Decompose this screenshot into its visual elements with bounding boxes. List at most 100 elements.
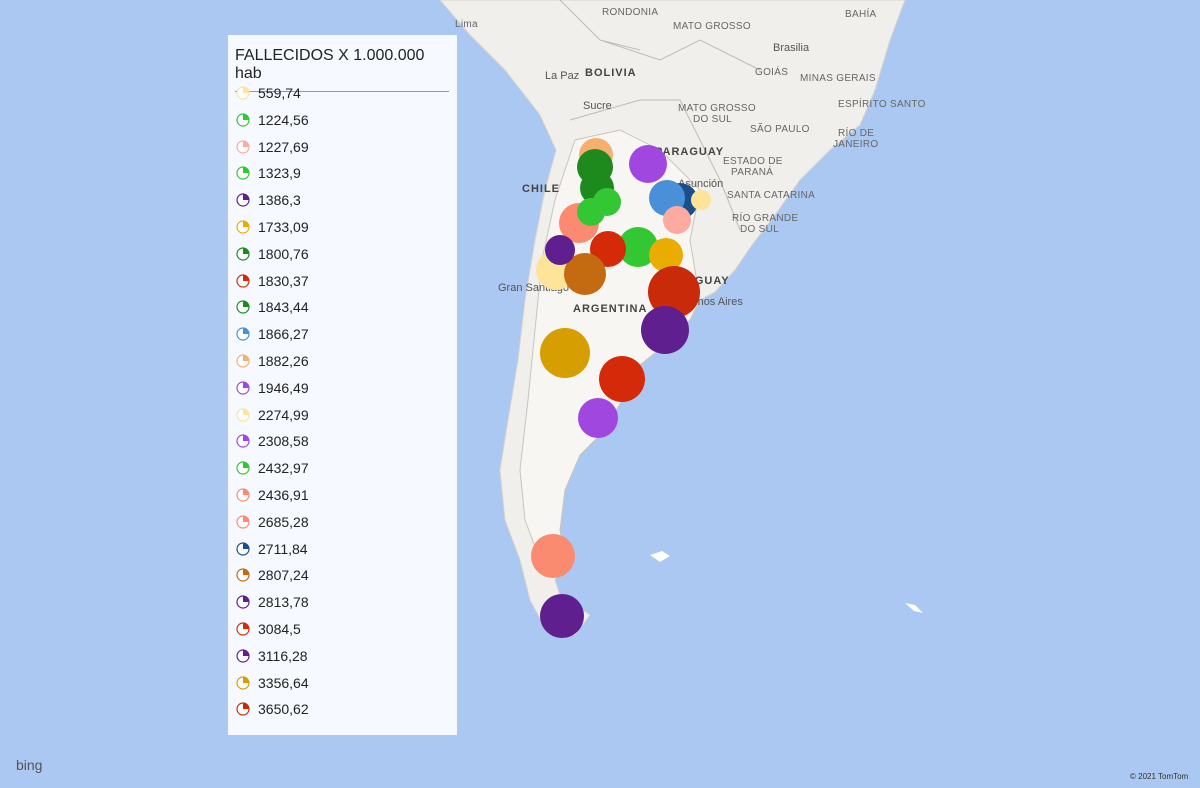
legend-label: 1386,3: [258, 192, 301, 209]
legend-label: 2711,84: [258, 540, 308, 557]
map-label: ESPÍRITO SANTO: [838, 97, 926, 110]
bubble: [540, 594, 584, 638]
map-label: MATO GROSSO: [678, 103, 756, 114]
bubble: [641, 306, 689, 354]
legend-label: 1224,56: [258, 111, 309, 128]
legend-item: 1946,49: [236, 378, 309, 398]
legend-icon: [236, 193, 250, 207]
border: [559, 0, 761, 231]
legend-item: 3650,62: [236, 699, 309, 719]
legend-item: 1323,9: [236, 163, 301, 183]
legend-label: 1882,26: [258, 353, 309, 369]
bubble: [618, 227, 658, 267]
legend-item: 1386,3: [236, 190, 301, 210]
legend-icon: [236, 139, 250, 154]
legend-icon: [236, 220, 250, 234]
legend-icon: [236, 595, 250, 609]
legend-item: 1866,27: [236, 324, 309, 344]
legend-label: 559,74: [258, 85, 301, 101]
map-label: MINAS GERAIS: [800, 73, 876, 84]
bubble: [649, 238, 683, 272]
legend-item: 1227,69: [236, 137, 309, 157]
legend-icon: [236, 113, 250, 127]
legend-icon: [236, 381, 250, 395]
legend-label: 2807,24: [258, 567, 309, 584]
legend-item: 3084,5: [236, 619, 301, 639]
map-label: GOIÁS: [755, 65, 788, 78]
legend-item: 2308,58: [236, 431, 309, 451]
legend-label: 2685,28: [258, 513, 309, 530]
legend-item: 1800,76: [236, 244, 309, 264]
legend-label: 2432,97: [258, 460, 309, 477]
legend-icon: [236, 247, 250, 261]
legend-icon: [236, 568, 250, 582]
map-label: PARANÁ: [731, 165, 773, 178]
legend-icon: [236, 541, 250, 556]
bubble: [564, 253, 606, 295]
legend-label: 2274,99: [258, 406, 309, 423]
legend-label: 1830,37: [258, 272, 309, 289]
copyright: © 2021 TomTom: [1130, 772, 1189, 781]
bubble: [545, 235, 575, 265]
legend-icon: [236, 354, 250, 368]
bubble: [590, 231, 626, 267]
legend-label: 2308,58: [258, 433, 309, 450]
legend-icon: [236, 407, 250, 422]
legend-label: 1946,49: [258, 379, 309, 396]
legend-icon: [236, 166, 250, 180]
legend-item: 1224,56: [236, 110, 309, 130]
legend-icon: [236, 461, 250, 475]
legend-icon: [236, 675, 250, 690]
legend-item: 1830,37: [236, 271, 309, 291]
legend-label: 1323,9: [258, 165, 301, 182]
legend-icon: [236, 434, 250, 448]
bubble: [663, 206, 691, 234]
map-label: Sucre: [583, 100, 612, 112]
legend-label: 3116,28: [258, 647, 308, 664]
legend-item: 2711,84: [236, 539, 308, 559]
legend-icon: [236, 300, 250, 314]
legend-title: FALLECIDOS X 1.000.000 hab: [235, 47, 449, 92]
legend-icon: [236, 622, 250, 636]
legend-icon: [236, 327, 250, 341]
map-label: RÍO DE: [838, 126, 874, 139]
legend-label: 3084,5: [258, 621, 301, 637]
legend-item: 1843,44: [236, 297, 309, 317]
legend-item: 1733,09: [236, 217, 309, 237]
legend-icon: [236, 273, 250, 288]
legend-label: 3356,64: [258, 674, 309, 691]
legend-item: 559,74: [236, 83, 301, 103]
legend-icon: [236, 86, 250, 100]
map-label: DO SUL: [693, 114, 732, 125]
legend-label: 1800,76: [258, 245, 309, 262]
bubbles: [531, 138, 711, 638]
bubble: [648, 266, 700, 318]
bing-logo: bing: [16, 757, 43, 773]
island: [650, 551, 923, 613]
legend-item: 3116,28: [236, 646, 308, 666]
map-label: PARAGUAY: [655, 146, 724, 158]
legend-item: 2807,24: [236, 565, 309, 585]
legend-label: 3650,62: [258, 701, 309, 718]
bubble: [593, 188, 621, 216]
map-label: ARGENTINA: [573, 303, 647, 315]
legend-icon: [236, 488, 250, 502]
legend-icon: [236, 515, 250, 529]
legend-item: 3356,64: [236, 673, 309, 693]
map-label: RÍO GRANDE: [732, 211, 798, 224]
map-label: BOLIVIA: [585, 67, 637, 79]
map-label: La Paz: [545, 70, 579, 82]
bubble: [691, 190, 711, 210]
legend-item: 2813,78: [236, 592, 309, 612]
bubble: [599, 356, 645, 402]
bubble: [578, 398, 618, 438]
bubble: [540, 328, 590, 378]
map-label: Brasilia: [773, 42, 810, 54]
map-label: MATO GROSSO: [673, 21, 751, 32]
legend: FALLECIDOS X 1.000.000 hab 559,74 1224,56…: [228, 35, 457, 735]
map-label: SANTA CATARINA: [727, 190, 815, 201]
map-label: SÃO PAULO: [750, 122, 810, 135]
map-label: BAHÍA: [845, 7, 877, 20]
legend-item: 1882,26: [236, 351, 309, 371]
